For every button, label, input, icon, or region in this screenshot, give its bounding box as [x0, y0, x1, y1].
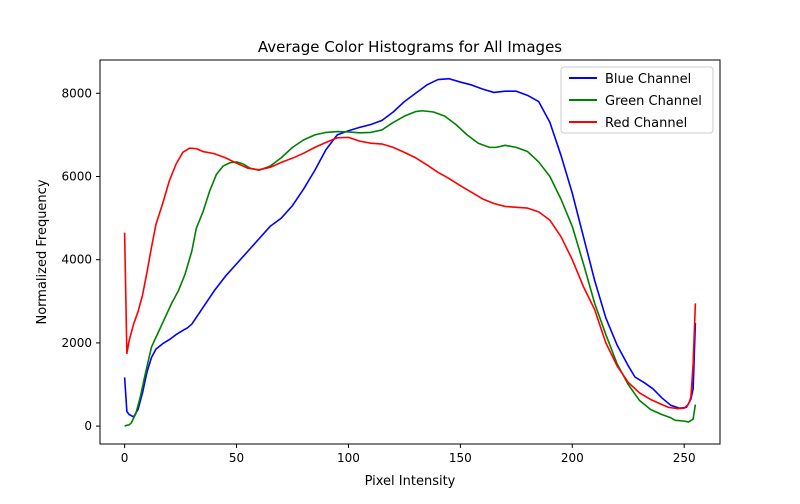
x-tick-label: 250: [673, 451, 696, 465]
y-axis-ticks: 0 2000 4000 6000 8000: [61, 86, 100, 433]
x-tick-label: 50: [229, 451, 244, 465]
y-tick-label: 2000: [61, 336, 92, 350]
legend: Blue Channel Green Channel Red Channel: [560, 66, 714, 134]
y-axis-label: Normalized Frequency: [35, 179, 50, 324]
plot-frame: [99, 59, 721, 445]
series-line-green-channel: [124, 109, 697, 427]
legend-box: [560, 66, 714, 134]
legend-label-red: Red Channel: [605, 116, 687, 131]
series-line-blue-channel: [123, 77, 697, 418]
y-tick-label: 4000: [61, 253, 92, 267]
x-tick-label: 100: [337, 451, 360, 465]
chart-title: Average Color Histograms for All Images: [258, 38, 562, 56]
y-tick-label: 6000: [61, 169, 92, 183]
legend-label-green: Green Channel: [605, 94, 702, 109]
series-group: [123, 77, 697, 427]
x-axis-label: Pixel Intensity: [365, 474, 456, 489]
x-axis-ticks: 0 50 100 150 200 250: [121, 444, 696, 465]
legend-label-blue: Blue Channel: [605, 72, 691, 87]
x-tick-label: 150: [449, 451, 472, 465]
x-tick-label: 200: [561, 451, 584, 465]
x-tick-label: 0: [121, 451, 129, 465]
series-line-red-channel: [123, 136, 697, 410]
y-tick-label: 0: [84, 419, 92, 433]
y-tick-label: 8000: [61, 86, 92, 100]
